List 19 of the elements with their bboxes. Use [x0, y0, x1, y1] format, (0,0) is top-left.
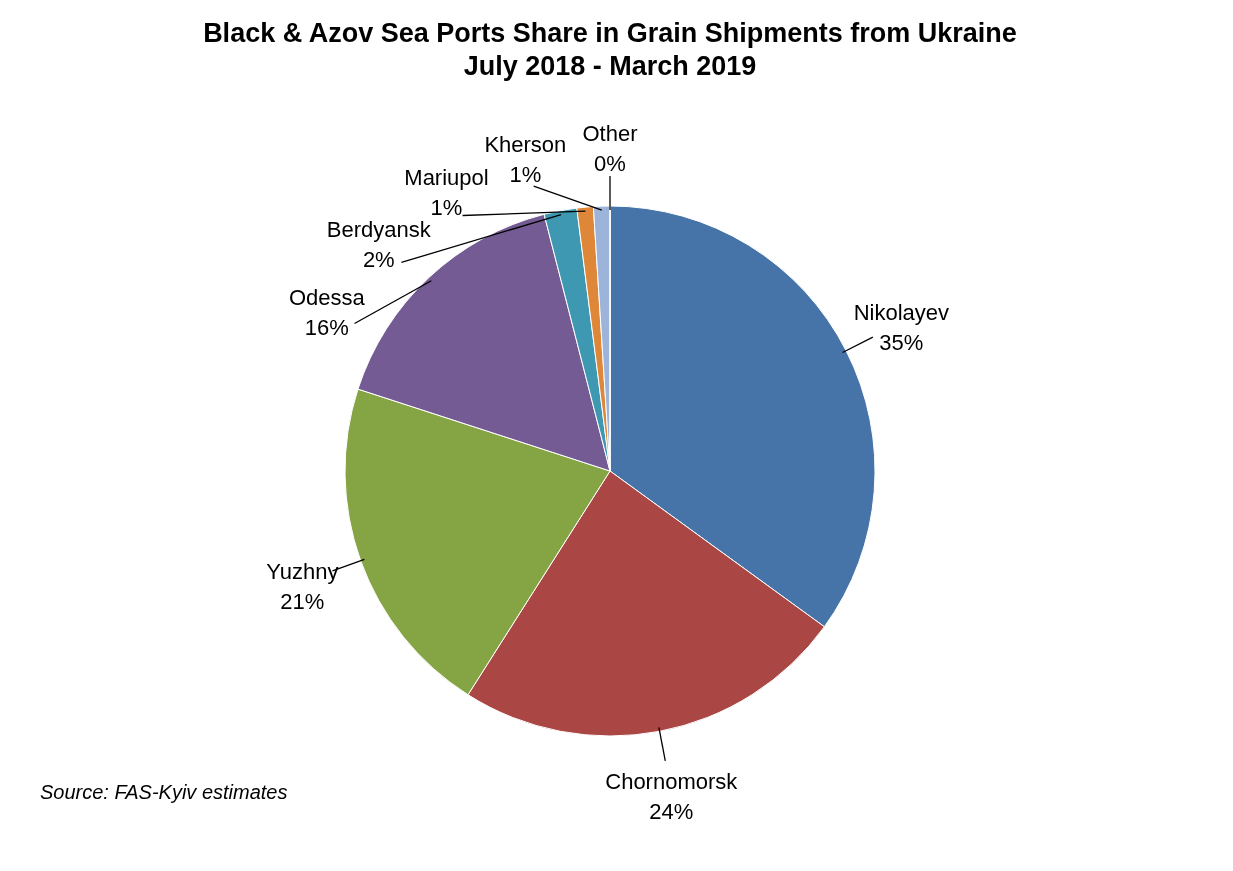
- slice-label: Chornomorsk: [605, 769, 739, 795]
- slice-label: Odessa: [288, 284, 366, 310]
- data-label: 1%: [509, 162, 542, 188]
- slice-label: Nikolayev: [853, 299, 950, 325]
- slice-label: Yuzhny: [266, 558, 339, 584]
- slice-label: Berdyansk: [326, 216, 432, 242]
- slice-label: Mariupol: [404, 164, 489, 190]
- chart-title: Black & Azov Sea Ports Share in Grain Shipments from Ukraine: [203, 18, 1017, 48]
- data-label: 1%: [430, 194, 463, 220]
- text: 0%: [594, 151, 626, 176]
- slice-label: Kherson: [484, 132, 567, 158]
- data-label: 21%: [280, 588, 325, 614]
- data-label: 24%: [649, 799, 694, 825]
- category-label: Other: [582, 121, 638, 146]
- chart-subtitle: July 2018 - March 2019: [463, 51, 757, 81]
- source-note: Source: FAS-Kyiv estimates: [40, 781, 288, 803]
- data-label: 2%: [362, 246, 395, 272]
- data-label: 16%: [304, 314, 349, 340]
- data-label: 35%: [879, 329, 924, 355]
